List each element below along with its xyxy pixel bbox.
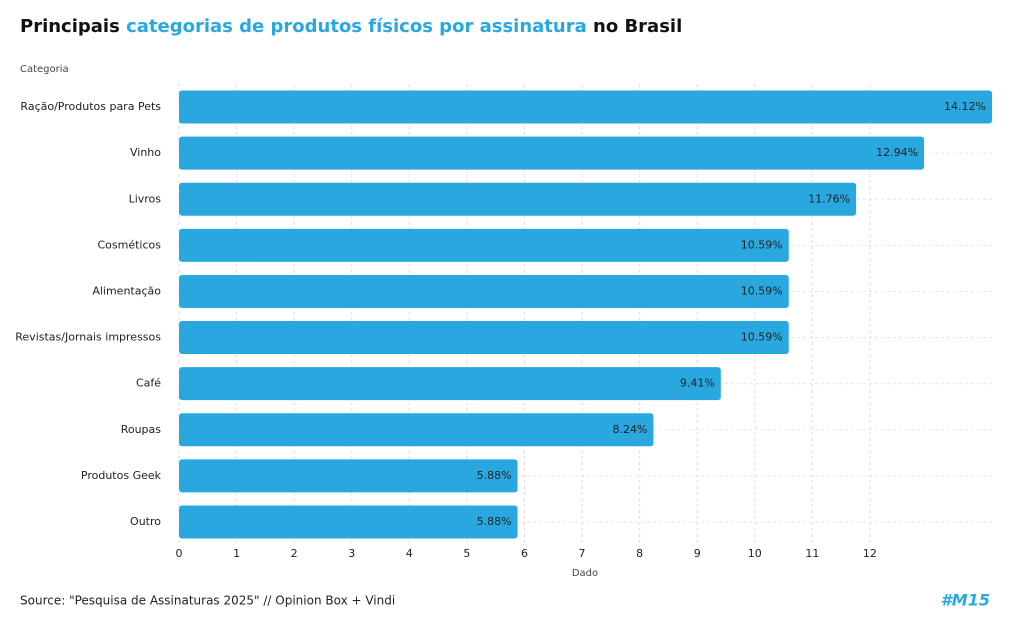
value-label: 10.59% xyxy=(741,238,783,251)
value-label: 5.88% xyxy=(477,515,512,528)
bar xyxy=(179,413,654,447)
bar xyxy=(179,182,857,216)
x-tick-label: 9 xyxy=(694,547,701,560)
value-label: 10.59% xyxy=(741,284,783,297)
y-tick-label: Outro xyxy=(130,515,161,528)
y-tick-label: Cosméticos xyxy=(97,238,161,251)
bar xyxy=(179,136,925,170)
bar xyxy=(179,505,518,539)
y-tick-label: Alimentação xyxy=(92,284,161,297)
y-tick-label: Ração/Produtos para Pets xyxy=(20,100,161,113)
x-tick-label: 2 xyxy=(291,547,298,560)
value-label: 5.88% xyxy=(477,469,512,482)
x-tick-label: 0 xyxy=(176,547,183,560)
value-label: 12.94% xyxy=(876,146,918,159)
bar xyxy=(179,321,789,355)
chart-title: Principais categorias de produtos físico… xyxy=(20,16,682,37)
x-tick-label: 11 xyxy=(805,547,819,560)
x-tick-label: 4 xyxy=(406,547,413,560)
x-tick-label: 8 xyxy=(636,547,643,560)
value-label: 8.24% xyxy=(612,423,647,436)
bar xyxy=(179,228,789,262)
y-tick-label: Café xyxy=(136,377,161,390)
x-tick-label: 7 xyxy=(579,547,586,560)
title-part: Principais xyxy=(20,16,120,37)
title-part: categorias de produtos físicos por assin… xyxy=(126,16,587,37)
y-tick-label: Livros xyxy=(129,192,162,205)
x-tick-label: 3 xyxy=(348,547,355,560)
value-label: 9.41% xyxy=(680,377,715,390)
value-label: 14.12% xyxy=(944,100,986,113)
y-tick-label: Produtos Geek xyxy=(81,469,162,482)
y-axis-label: Categoria xyxy=(20,64,69,75)
bar xyxy=(179,459,518,493)
x-tick-label: 12 xyxy=(863,547,877,560)
y-tick-label: Vinho xyxy=(130,146,161,159)
y-tick-label: Revistas/Jornais impressos xyxy=(15,331,161,344)
x-tick-label: 6 xyxy=(521,547,528,560)
bar xyxy=(179,274,789,308)
source: Source: "Pesquisa de Assinaturas 2025" /… xyxy=(20,594,395,608)
bar xyxy=(179,90,992,124)
x-axis-label: Dado xyxy=(572,568,598,579)
x-tick-label: 1 xyxy=(233,547,240,560)
y-tick-label: Roupas xyxy=(121,423,162,436)
x-tick-label: 10 xyxy=(748,547,762,560)
title-part: no Brasil xyxy=(593,16,682,37)
x-tick-label: 5 xyxy=(463,547,470,560)
value-label: 10.59% xyxy=(741,331,783,344)
bar xyxy=(179,367,721,401)
logo: #M15 xyxy=(941,591,990,610)
value-label: 11.76% xyxy=(808,192,850,205)
